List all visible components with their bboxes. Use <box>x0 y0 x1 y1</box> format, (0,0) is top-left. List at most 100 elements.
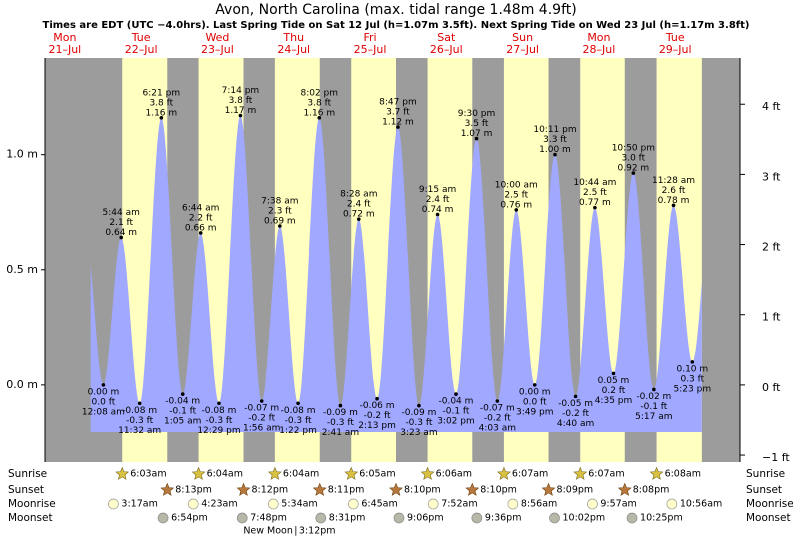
tide-label: -0.3 ft <box>327 418 354 428</box>
tide-label: -0.2 ft <box>364 411 391 421</box>
tide-label: 4:40 am <box>557 419 594 429</box>
tide-label: -0.05 m <box>558 399 593 409</box>
sunset-time: 8:10pm <box>480 485 517 496</box>
tide-label: 2.2 ft <box>189 213 213 223</box>
sunrise-time: 6:03am <box>130 469 166 480</box>
day-name: Tue <box>131 31 151 44</box>
tide-label: 6:44 am <box>182 203 219 213</box>
tide-point <box>631 171 636 175</box>
moonset-icon <box>157 512 169 524</box>
y2-tick-label: 2 ft <box>762 241 781 254</box>
moonset-icon <box>393 512 405 524</box>
sunrise-time: 6:07am <box>512 469 548 480</box>
tide-label: 7:14 pm <box>222 86 260 96</box>
tide-point <box>198 231 203 235</box>
tide-label: 0.0 ft <box>523 397 547 407</box>
day-name: Mon <box>587 31 610 44</box>
tide-point <box>259 399 264 403</box>
tide-point <box>553 152 557 157</box>
sunrise-time: 6:08am <box>665 469 701 480</box>
moonset-time: 10:25pm <box>640 513 683 524</box>
sunrise-icon <box>649 466 664 480</box>
tide-label: 3.3 ft <box>543 135 567 145</box>
tide-label: 1.16 m <box>303 108 335 118</box>
moonrise-icon <box>267 498 279 510</box>
tide-point <box>454 392 458 396</box>
tide-label: 8:28 am <box>340 190 377 200</box>
tide-point <box>593 205 597 210</box>
tide-label: -0.09 m <box>401 408 436 418</box>
tide-label: -0.2 ft <box>484 413 511 423</box>
day-date: 26–Jul <box>430 43 463 56</box>
moonrise-time: 7:52am <box>441 499 477 510</box>
tide-point <box>238 113 243 118</box>
tide-label: -0.1 ft <box>640 402 667 412</box>
moonset-icon <box>549 512 560 524</box>
tide-label: 1.12 m <box>382 118 414 128</box>
tide-label: 1:05 am <box>164 417 201 427</box>
moonset-time: 10:02pm <box>563 513 606 524</box>
tide-label: 0.3 ft <box>680 374 704 384</box>
sunrise-icon <box>344 466 359 480</box>
y2-tick-label: −1 ft <box>762 451 790 464</box>
tide-label: -0.1 ft <box>442 407 469 417</box>
tide-point <box>532 383 537 387</box>
tide-label: -0.3 ft <box>205 416 232 426</box>
tide-label: 6:21 pm <box>143 88 181 98</box>
sunrise-time: 6:04am <box>207 469 243 480</box>
tide-label: -0.04 m <box>165 397 200 407</box>
tide-point <box>180 392 185 396</box>
tide-label: 1.16 m <box>145 108 177 118</box>
tide-label: 0.78 m <box>658 196 690 206</box>
sunrise-icon <box>420 466 435 480</box>
sunset-icon <box>389 482 403 496</box>
tide-label: 2:41 am <box>322 428 359 438</box>
day-date: 21–Jul <box>48 43 81 56</box>
tide-label: 10:50 pm <box>612 144 655 154</box>
tide-label: 11:32 am <box>118 426 161 436</box>
day-name: Mon <box>53 31 76 44</box>
moonrise-icon <box>666 498 678 510</box>
sunset-time: 8:09pm <box>557 485 594 496</box>
tide-label: 7:38 am <box>261 197 298 207</box>
moonset-time: 9:36pm <box>485 513 522 524</box>
tide-label: 1:56 am <box>243 423 280 433</box>
tide-point <box>652 387 656 392</box>
tide-label: -0.04 m <box>439 397 474 407</box>
moonset-time: 7:48pm <box>250 513 287 524</box>
tide-label: 12:08 am <box>82 407 125 417</box>
moonrise-time: 8:56am <box>521 499 557 510</box>
moon-phase-name: New Moon <box>243 526 293 537</box>
moonrise-time: 4:23am <box>201 499 237 510</box>
tide-label: 9:30 pm <box>458 109 496 119</box>
tide-label: -0.3 ft <box>285 416 312 426</box>
tide-label: 1.00 m <box>539 145 571 155</box>
tide-label: -0.2 ft <box>248 413 275 423</box>
day-name: Sat <box>437 31 456 44</box>
tide-point <box>296 401 300 406</box>
moonset-icon <box>626 512 638 524</box>
tide-label: 2.1 ft <box>109 218 133 228</box>
tide-label: 0.0 ft <box>92 397 116 407</box>
moon-phase-time: 3:12pm <box>299 526 336 537</box>
tide-point <box>137 401 142 406</box>
tide-point <box>101 383 106 387</box>
tide-point <box>119 235 124 240</box>
tide-label: 0.05 m <box>598 376 630 386</box>
tide-label: 2.5 ft <box>504 190 528 200</box>
tide-label: 12:29 pm <box>197 426 240 436</box>
tide-area <box>90 115 702 432</box>
tide-point <box>396 125 400 129</box>
tide-label: -0.2 ft <box>562 409 589 419</box>
tide-label: -0.08 m <box>202 406 237 416</box>
day-date: 23–Jul <box>201 43 234 56</box>
row-label: Sunrise <box>8 468 47 480</box>
tide-label: 3.5 ft <box>465 119 489 129</box>
tide-label: 3.7 ft <box>386 108 410 118</box>
row-label: Moonset <box>8 512 53 524</box>
tide-label: 0.77 m <box>579 198 611 208</box>
tide-label: -0.08 m <box>122 406 157 416</box>
moonset-icon <box>315 512 327 524</box>
tide-label: 5:23 pm <box>674 384 712 394</box>
day-date: 29–Jul <box>659 43 692 56</box>
